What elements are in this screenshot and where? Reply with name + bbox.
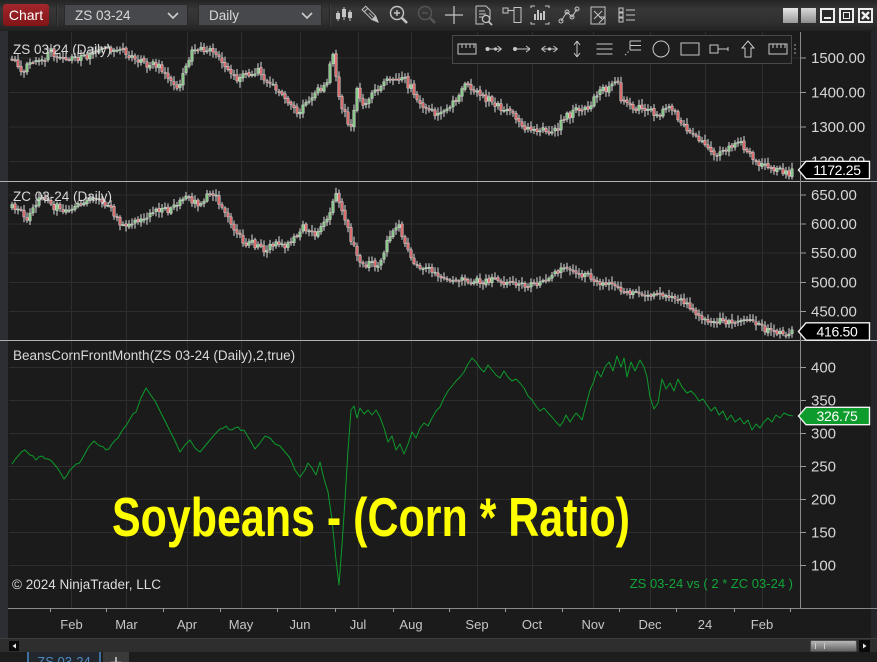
svg-text:May: May — [229, 617, 254, 632]
svg-text:Apr: Apr — [177, 617, 198, 632]
svg-text:Sep: Sep — [465, 617, 488, 632]
svg-text:100: 100 — [811, 558, 836, 575]
svg-text:300: 300 — [811, 426, 836, 443]
svg-text:ZC 03-24 (Daily): ZC 03-24 (Daily) — [13, 189, 112, 204]
svg-text:326.75: 326.75 — [816, 408, 858, 424]
svg-text:Aug: Aug — [399, 617, 422, 632]
svg-text:650.00: 650.00 — [811, 187, 857, 204]
svg-text:BeansCornFrontMonth(ZS 03-24 (: BeansCornFrontMonth(ZS 03-24 (Daily),2,t… — [13, 348, 295, 363]
svg-text:Mar: Mar — [115, 617, 138, 632]
svg-text:Nov: Nov — [581, 617, 605, 632]
svg-text:450.00: 450.00 — [811, 304, 857, 321]
svg-text:1500.00: 1500.00 — [811, 50, 865, 67]
svg-text:Dec: Dec — [638, 617, 662, 632]
svg-text:600.00: 600.00 — [811, 216, 857, 233]
svg-text:416.50: 416.50 — [816, 324, 858, 340]
svg-text:400: 400 — [811, 360, 836, 377]
svg-text:ZS 03-24 vs ( 2 * ZC 03-24 ): ZS 03-24 vs ( 2 * ZC 03-24 ) — [630, 576, 793, 591]
svg-text:Feb: Feb — [751, 617, 773, 632]
svg-text:Feb: Feb — [60, 617, 82, 632]
svg-text:Soybeans - (Corn * Ratio): Soybeans - (Corn * Ratio) — [112, 486, 630, 548]
svg-text:250: 250 — [811, 459, 836, 476]
svg-text:1300.00: 1300.00 — [811, 119, 865, 136]
svg-text:Oct: Oct — [522, 617, 543, 632]
svg-text:ZS 03-24 (Daily): ZS 03-24 (Daily) — [13, 42, 111, 57]
svg-text:200: 200 — [811, 492, 836, 509]
svg-text:24: 24 — [698, 617, 712, 632]
svg-text:150: 150 — [811, 525, 836, 542]
svg-text:© 2024 NinjaTrader, LLC: © 2024 NinjaTrader, LLC — [12, 577, 161, 592]
svg-text:500.00: 500.00 — [811, 275, 857, 292]
svg-text:1172.25: 1172.25 — [813, 162, 861, 178]
svg-text:350: 350 — [811, 393, 836, 410]
svg-text:Jul: Jul — [350, 617, 367, 632]
svg-text:Jun: Jun — [290, 617, 311, 632]
svg-text:1400.00: 1400.00 — [811, 85, 865, 102]
svg-text:550.00: 550.00 — [811, 245, 857, 262]
